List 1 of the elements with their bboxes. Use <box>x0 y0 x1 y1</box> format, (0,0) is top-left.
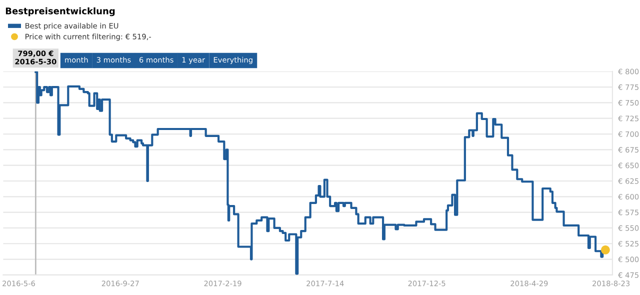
chart-title: Bestpreisentwicklung <box>6 7 115 16</box>
